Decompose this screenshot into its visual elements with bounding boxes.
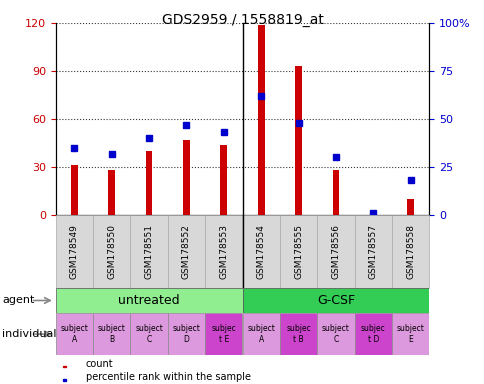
Bar — [63, 379, 66, 381]
Text: subject
C: subject C — [321, 324, 349, 344]
Bar — [369, 212, 376, 215]
Bar — [295, 66, 301, 215]
Bar — [130, 313, 167, 355]
Text: GSM178552: GSM178552 — [182, 224, 191, 279]
Text: GSM178557: GSM178557 — [368, 224, 377, 279]
Bar — [354, 215, 391, 288]
Text: subjec
t E: subjec t E — [211, 324, 236, 344]
Bar — [332, 170, 338, 215]
Bar — [56, 288, 242, 313]
Bar — [317, 313, 354, 355]
Bar — [242, 313, 279, 355]
Bar — [167, 215, 205, 288]
Text: subject
E: subject E — [396, 324, 424, 344]
Text: individual: individual — [2, 329, 57, 339]
Bar — [407, 199, 413, 215]
Bar — [93, 215, 130, 288]
Text: subjec
t B: subjec t B — [286, 324, 310, 344]
Bar — [183, 140, 189, 215]
Bar — [108, 170, 115, 215]
Bar — [71, 166, 77, 215]
Text: GSM178550: GSM178550 — [107, 224, 116, 279]
Bar — [242, 288, 428, 313]
Text: GSM178553: GSM178553 — [219, 224, 228, 279]
Text: subjec
t D: subjec t D — [360, 324, 385, 344]
Text: GSM178551: GSM178551 — [144, 224, 153, 279]
Text: GSM178556: GSM178556 — [331, 224, 340, 279]
Bar — [205, 313, 242, 355]
Bar — [279, 215, 317, 288]
Text: count: count — [86, 359, 113, 369]
Text: percentile rank within the sample: percentile rank within the sample — [86, 372, 250, 382]
Text: GDS2959 / 1558819_at: GDS2959 / 1558819_at — [161, 13, 323, 27]
Text: subject
C: subject C — [135, 324, 163, 344]
Bar — [167, 313, 205, 355]
Bar — [146, 151, 152, 215]
Text: GSM178549: GSM178549 — [70, 224, 79, 279]
Bar — [56, 313, 93, 355]
Bar — [391, 313, 428, 355]
Bar — [220, 145, 227, 215]
Bar — [257, 25, 264, 215]
Bar — [242, 215, 279, 288]
Text: subject
A: subject A — [60, 324, 88, 344]
Text: GSM178558: GSM178558 — [405, 224, 414, 279]
Text: GSM178554: GSM178554 — [256, 224, 265, 279]
Bar — [279, 313, 317, 355]
Text: G-CSF: G-CSF — [316, 294, 354, 307]
Text: subject
D: subject D — [172, 324, 200, 344]
Text: GSM178555: GSM178555 — [293, 224, 302, 279]
Bar — [354, 313, 391, 355]
Bar — [130, 215, 167, 288]
Bar — [56, 215, 93, 288]
Bar — [93, 313, 130, 355]
Bar — [317, 215, 354, 288]
Bar — [391, 215, 428, 288]
Text: subject
B: subject B — [98, 324, 125, 344]
Bar — [63, 366, 66, 367]
Text: agent: agent — [2, 295, 35, 306]
Text: subject
A: subject A — [247, 324, 274, 344]
Text: untreated: untreated — [118, 294, 180, 307]
Bar — [205, 215, 242, 288]
